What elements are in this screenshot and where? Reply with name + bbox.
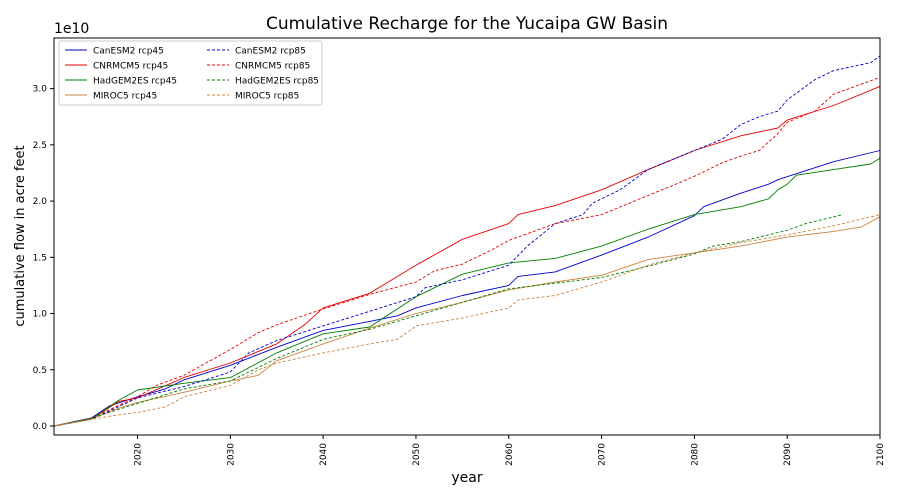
series-line-hadgem2es-rcp45 <box>53 157 881 427</box>
legend-label: MIROC5 rcp45 <box>93 92 157 102</box>
series-line-cnrmcm5-rcp85 <box>53 76 881 427</box>
legend-label: HadGEM2ES rcp85 <box>235 77 319 87</box>
series-line-canesm2-rcp85 <box>53 55 881 427</box>
x-tick-label: 2020 <box>134 443 144 466</box>
series-line-miroc5-rcp45 <box>53 216 881 427</box>
x-tick-label: 2080 <box>690 443 700 466</box>
chart-title: Cumulative Recharge for the Yucaipa GW B… <box>266 14 668 34</box>
legend-label: CNRMCM5 rcp85 <box>235 62 310 72</box>
y-multiplier-label: 1e10 <box>54 21 89 37</box>
series-line-miroc5-rcp85 <box>53 214 881 427</box>
legend: CanESM2 rcp45 CNRMCM5 rcp45 HadGEM2ES rcp4… <box>58 40 323 106</box>
y-tick-label: 2.5 <box>33 141 47 151</box>
plot-frame <box>53 37 881 436</box>
legend-label: CanESM2 rcp45 <box>93 47 164 57</box>
y-tick-label: 2.0 <box>33 197 48 207</box>
series-line-cnrmcm5-rcp45 <box>53 85 881 427</box>
x-tick-label: 2090 <box>783 443 793 466</box>
x-tick-label: 2070 <box>598 443 608 466</box>
y-tick-label: 1.0 <box>33 310 48 320</box>
x-tick-label: 2040 <box>319 443 329 466</box>
series-line-hadgem2es-rcp85 <box>53 214 844 427</box>
x-tick-label: 2050 <box>412 443 422 466</box>
legend-label: CNRMCM5 rcp45 <box>93 62 168 72</box>
y-tick-label: 1.5 <box>33 253 47 263</box>
y-tick-label: 0.5 <box>33 366 47 376</box>
legend-label: CanESM2 rcp85 <box>235 47 306 57</box>
legend-label: MIROC5 rcp85 <box>235 92 299 102</box>
y-tick-label: 0.0 <box>33 422 48 432</box>
y-axis-label: cumulative flow in acre feet <box>13 145 28 326</box>
y-tick-label: 3.0 <box>33 85 48 95</box>
x-tick-label: 2100 <box>876 443 886 466</box>
legend-label: HadGEM2ES rcp45 <box>93 77 177 87</box>
x-tick-label: 2030 <box>226 443 236 466</box>
x-tick-label: 2060 <box>505 443 515 466</box>
x-axis-label: year <box>451 470 482 486</box>
series-line-canesm2-rcp45 <box>53 150 881 427</box>
legend-box <box>58 40 323 106</box>
